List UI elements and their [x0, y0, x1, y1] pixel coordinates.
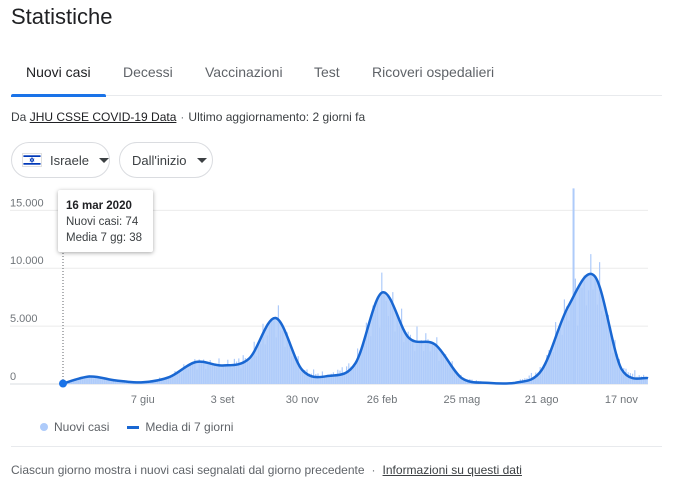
x-tick-label: 21 ago — [525, 394, 559, 406]
separator: · — [371, 463, 376, 477]
x-tick-label: 17 nov — [605, 394, 639, 406]
legend-bars-label: Nuovi casi — [54, 420, 110, 434]
tooltip: 16 mar 2020 Nuovi casi: 74 Media 7 gg: 3… — [58, 190, 153, 252]
tab-bar: Nuovi casi Decessi Vaccinazioni Test Ric… — [11, 52, 662, 97]
range-label: Dall'inizio — [132, 152, 187, 168]
legend-line-label: Media di 7 giorni — [145, 420, 234, 434]
avg-line — [62, 272, 649, 385]
range-select[interactable]: Dall'inizio — [119, 142, 213, 178]
separator: · — [180, 110, 185, 124]
hover-point — [59, 379, 67, 388]
x-tick-label: 25 mag — [444, 394, 481, 406]
tab-nuovi-casi[interactable]: Nuovi casi — [26, 64, 91, 80]
tooltip-average: Media 7 gg: 38 — [66, 232, 143, 244]
y-tick-label: 10.000 — [10, 255, 44, 267]
x-tick-label: 7 giu — [131, 394, 155, 406]
footer-text: Ciascun giorno mostra i nuovi casi segna… — [11, 463, 365, 477]
tooltip-new-cases: Nuovi casi: 74 — [66, 216, 139, 228]
cases-chart[interactable]: 0 5.000 10.000 15.000 7 giu 3 set 30 nov 26 fe… — [0, 185, 687, 415]
tab-vaccinazioni[interactable]: Vaccinazioni — [205, 64, 283, 80]
about-data-link[interactable]: Informazioni su questi dati — [382, 463, 522, 477]
x-tick-label: 30 nov — [286, 394, 320, 406]
page-title: Statistiche — [11, 4, 113, 29]
chevron-down-icon — [99, 157, 109, 163]
footer: Ciascun giorno mostra i nuovi casi segna… — [11, 463, 522, 477]
tooltip-date: 16 mar 2020 — [66, 200, 132, 212]
y-tick-label: 0 — [10, 371, 16, 383]
tab-decessi[interactable]: Decessi — [123, 64, 173, 80]
last-updated: Ultimo aggiornamento: 2 giorni fa — [188, 110, 366, 124]
chevron-down-icon — [196, 157, 207, 163]
source-link[interactable]: JHU CSSE COVID-19 Data — [29, 110, 177, 124]
x-tick-label: 3 set — [211, 394, 235, 406]
y-tick-label: 5.000 — [10, 313, 38, 325]
source-prefix: Da — [11, 110, 27, 124]
cases-area — [63, 273, 648, 384]
y-tick-label: 15.000 — [10, 197, 44, 209]
divider — [11, 446, 662, 447]
source-line: Da JHU CSSE COVID-19 Data · Ultimo aggiorn… — [11, 110, 365, 124]
tab-ricoveri-ospedalieri[interactable]: Ricoveri ospedalieri — [372, 64, 495, 80]
country-label: Israele — [49, 152, 89, 168]
israel-flag-icon — [22, 153, 42, 167]
country-select[interactable]: Israele — [11, 142, 110, 178]
bars-legend-icon — [40, 423, 48, 431]
tab-test[interactable]: Test — [314, 64, 340, 80]
active-tab-indicator — [11, 94, 106, 97]
x-tick-label: 26 feb — [367, 394, 398, 406]
chart-legend: Nuovi casi Media di 7 giorni — [40, 420, 233, 434]
line-legend-icon — [127, 425, 140, 429]
